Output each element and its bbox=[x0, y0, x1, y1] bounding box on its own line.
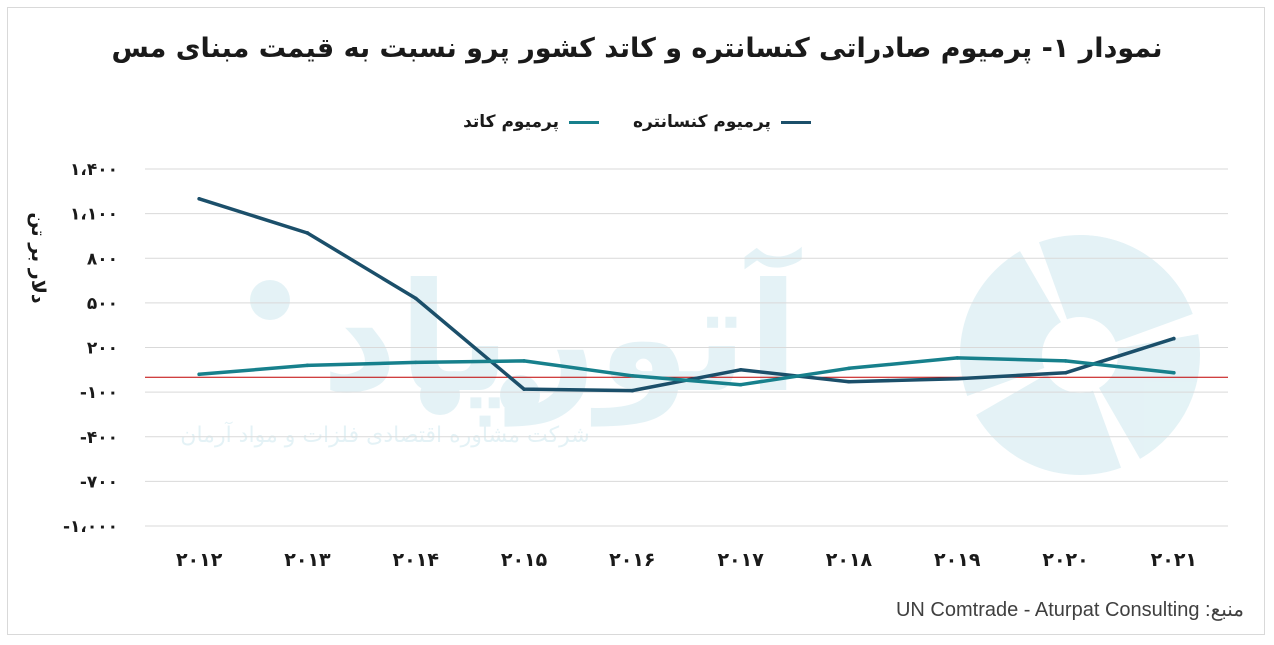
chart-frame bbox=[7, 7, 1265, 635]
watermark-petal bbox=[1038, 235, 1184, 355]
x-axis-ticks: ۲۰۱۲ ۲۰۱۳ ۲۰۱۴ ۲۰۱۵ ۲۰۱۶ ۲۰۱۷ ۲۰۱۸ ۲۰۱۹ ۲۰۲۰ ۲۰۲۱ bbox=[176, 549, 1197, 571]
y-tick-label: ۱،۴۰۰ bbox=[70, 160, 118, 180]
x-tick-label: ۲۰۱۹ bbox=[934, 549, 981, 571]
x-tick-label: ۲۰۱۷ bbox=[717, 549, 764, 571]
watermark-center bbox=[1042, 317, 1118, 393]
data-point-cathode bbox=[955, 356, 960, 360]
x-tick-label: ۲۰۱۲ bbox=[176, 549, 223, 571]
x-tick-label: ۲۰۱۸ bbox=[826, 549, 873, 571]
data-point-concentrate bbox=[522, 387, 526, 391]
y-tick-label: -۱۰۰ bbox=[80, 383, 118, 403]
x-tick-label: ۲۰۱۴ bbox=[393, 549, 439, 571]
data-point-concentrate bbox=[1063, 370, 1068, 375]
y-tick-label: ۱،۱۰۰ bbox=[70, 205, 118, 225]
data-point-cathode bbox=[738, 382, 743, 387]
watermark-dot bbox=[420, 375, 460, 415]
watermark-brand-text: آتورپاد bbox=[321, 247, 802, 427]
data-point-cathode bbox=[630, 373, 635, 378]
data-point-concentrate bbox=[197, 196, 201, 201]
chart-title: نمودار ۱- پرمیوم صادراتی کنسانتره و کاتد… bbox=[111, 33, 1163, 64]
grid-lines bbox=[145, 168, 1228, 527]
data-point-concentrate bbox=[847, 379, 851, 384]
data-point-cathode bbox=[847, 366, 851, 371]
source-text: UN Comtrade - Aturpat Consulting bbox=[895, 599, 1200, 621]
legend-item-cathode: پرمیوم کاتد bbox=[463, 112, 600, 132]
data-point-concentrate bbox=[305, 231, 310, 235]
data-point-concentrate bbox=[738, 368, 743, 372]
x-tick-label: ۲۰۱۵ bbox=[501, 549, 548, 571]
watermark-dot bbox=[250, 280, 290, 320]
legend-label-concentrate: پرمیوم کنسانتره bbox=[633, 112, 771, 132]
data-point-cathode bbox=[197, 372, 201, 377]
chart-legend: پرمیوم کنسانتره پرمیوم کاتد bbox=[0, 112, 1274, 132]
x-tick-label: ۲۰۱۳ bbox=[284, 549, 331, 571]
data-point-concentrate bbox=[955, 376, 960, 381]
watermark-petal bbox=[1080, 235, 1193, 355]
x-tick-label: ۲۰۲۰ bbox=[1042, 549, 1088, 571]
data-point-cathode bbox=[305, 363, 310, 368]
data-point-cathode bbox=[1063, 359, 1068, 363]
data-point-concentrate bbox=[413, 296, 418, 301]
y-tick-label: -۴۰۰ bbox=[80, 428, 118, 448]
watermark-logo: آتورپاد شرکت مشاوره اقتصادی فلزات و مواد… bbox=[180, 235, 1200, 475]
source-note: منبع: UN Comtrade - Aturpat Consulting bbox=[896, 597, 1244, 622]
x-tick-label: ۲۰۲۱ bbox=[1151, 549, 1197, 571]
y-tick-label: ۸۰۰ bbox=[87, 249, 118, 269]
watermark-tagline-text: شرکت مشاوره اقتصادی فلزات و مواد آرمان bbox=[180, 421, 589, 448]
x-tick-label: ۲۰۱۶ bbox=[609, 549, 655, 571]
data-point-concentrate bbox=[630, 388, 635, 393]
watermark-petal bbox=[976, 355, 1122, 475]
y-axis-ticks: ۱،۴۰۰ ۱،۱۰۰ ۸۰۰ ۵۰۰ ۲۰۰ -۱۰۰ -۴۰۰ -۷۰۰ -۱،۰۰۰ bbox=[63, 160, 118, 537]
y-tick-label: -۱،۰۰۰ bbox=[63, 517, 118, 537]
series-line-cathode bbox=[197, 356, 1176, 387]
source-label: منبع: bbox=[1205, 599, 1244, 621]
legend-item-concentrate: پرمیوم کنسانتره bbox=[633, 112, 811, 132]
legend-swatch-cathode bbox=[569, 120, 600, 124]
data-point-cathode bbox=[522, 359, 526, 363]
y-tick-label: -۷۰۰ bbox=[80, 472, 118, 492]
y-tick-label: ۵۰۰ bbox=[87, 294, 118, 314]
series-lines bbox=[197, 196, 1176, 393]
watermark-dot bbox=[500, 375, 540, 415]
y-axis-label: دلار بر تن bbox=[27, 212, 49, 304]
legend-swatch-concentrate bbox=[780, 120, 811, 124]
legend-label-cathode: پرمیوم کاتد bbox=[463, 112, 560, 132]
data-point-cathode bbox=[413, 360, 418, 365]
y-tick-label: ۲۰۰ bbox=[87, 339, 118, 359]
data-point-concentrate bbox=[1172, 336, 1176, 341]
data-point-cathode bbox=[1172, 370, 1176, 375]
